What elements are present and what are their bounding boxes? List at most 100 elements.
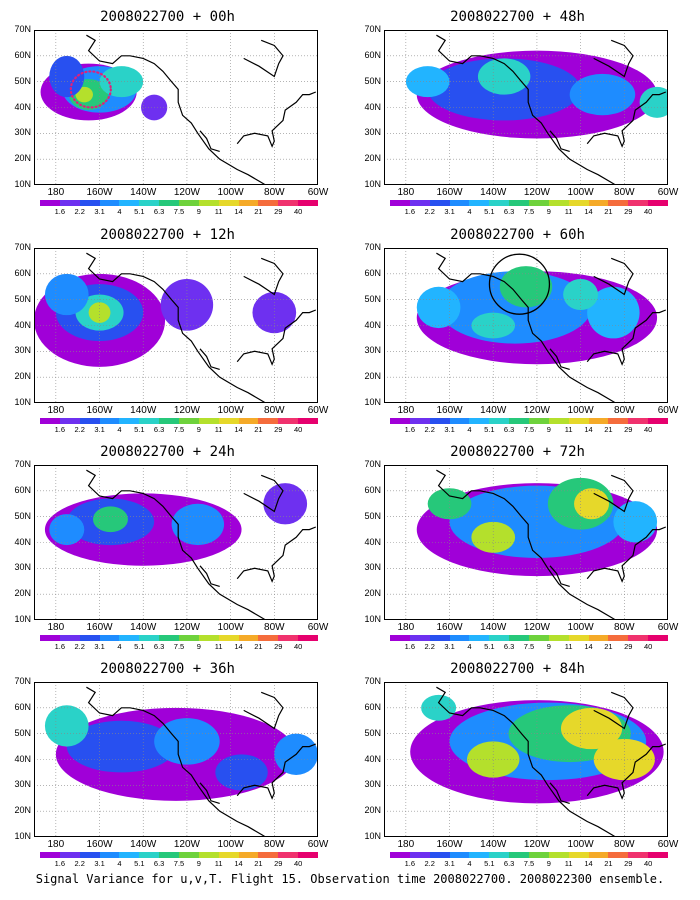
colorbar-swatch: [509, 200, 530, 206]
colorbar-swatch: [258, 635, 279, 641]
variance-contour-region: [49, 55, 85, 98]
lon-tick-label: 180: [397, 405, 415, 416]
lon-tick-label: 140W: [480, 187, 507, 198]
colorbar-label: 21: [604, 642, 613, 651]
forecast-panel-24h: 2008022700 + 24h 10N 20N 30N 40N 50N 60N 70N 180…: [0, 443, 335, 658]
colorbar-swatch: [119, 852, 140, 858]
variance-map: [384, 30, 668, 185]
colorbar-label: 11: [214, 425, 223, 434]
colorbar-swatch: [218, 418, 239, 424]
colorbar-swatch: [40, 200, 60, 206]
colorbar-label: 5.1: [484, 207, 495, 216]
colorbar-swatch: [390, 635, 410, 641]
lon-tick-label: 160W: [436, 839, 463, 850]
colorbar: [390, 635, 669, 641]
colorbar-swatch: [608, 852, 629, 858]
colorbar: [40, 418, 319, 424]
colorbar-label: 9: [196, 425, 201, 434]
colorbar-swatch: [198, 635, 219, 641]
colorbar-swatch: [159, 200, 180, 206]
panel-title: 2008022700 + 48h: [450, 9, 585, 25]
lat-tick-label: 50N: [364, 75, 381, 86]
colorbar-swatch: [449, 852, 470, 858]
colorbar-label: 5.1: [134, 425, 145, 434]
lon-tick-label: 160W: [436, 622, 463, 633]
colorbar-swatch: [568, 200, 589, 206]
colorbar-label: 6.3: [503, 642, 515, 651]
lat-tick-label: 60N: [14, 701, 31, 712]
colorbar-swatch: [648, 200, 669, 206]
colorbar-label: 21: [254, 642, 263, 651]
map-frame: [384, 248, 668, 403]
lat-tick-label: 20N: [364, 371, 381, 382]
lat-tick-label: 70N: [14, 459, 31, 469]
lat-tick-label: 10N: [14, 397, 31, 407]
colorbar-label: 3.1: [444, 425, 455, 434]
target-circle: [488, 253, 551, 315]
coastline: [593, 39, 634, 78]
colorbar-label: 9: [546, 425, 551, 434]
coastline: [199, 565, 220, 587]
colorbar-swatch: [568, 418, 589, 424]
coastline: [236, 743, 317, 800]
colorbar-swatch: [548, 635, 569, 641]
dotted-target-contour: [69, 70, 112, 109]
colorbar-swatch: [298, 635, 319, 641]
lat-tick-label: 10N: [14, 614, 31, 624]
variance-contour-region: [467, 741, 520, 778]
colorbar-swatch: [628, 418, 649, 424]
colorbar-label: 29: [274, 207, 283, 216]
colorbar-label: 4: [467, 425, 472, 434]
colorbar-swatch: [238, 635, 259, 641]
colorbar-swatch: [608, 635, 629, 641]
colorbar-swatch: [179, 852, 199, 858]
lon-tick-label: 80W: [264, 839, 285, 850]
colorbar-swatch: [449, 635, 470, 641]
lat-tick-label: 70N: [364, 459, 381, 469]
variance-contour-region: [471, 312, 516, 339]
lat-tick-label: 30N: [14, 127, 31, 138]
colorbar-label: 29: [274, 425, 283, 434]
panel-title: 2008022700 + 72h: [450, 444, 585, 460]
colorbar-swatch: [469, 418, 490, 424]
colorbar-swatch: [159, 418, 180, 424]
colorbar-swatch: [469, 852, 490, 858]
colorbar-label: 11: [564, 425, 573, 434]
variance-contour-region: [569, 73, 636, 116]
lon-tick-label: 80W: [614, 839, 635, 850]
variance-contour-region: [416, 286, 461, 329]
lat-tick-label: 40N: [14, 319, 31, 330]
variance-contour-region: [171, 503, 225, 546]
colorbar-label: 21: [254, 859, 263, 868]
colorbar-swatch: [390, 200, 410, 206]
colorbar-swatch: [429, 852, 450, 858]
lon-tick-label: 140W: [130, 622, 157, 633]
colorbar-swatch: [648, 418, 669, 424]
colorbar-label: 4: [117, 207, 122, 216]
colorbar-label: 7.5: [523, 859, 535, 868]
lat-tick-label: 30N: [364, 562, 381, 573]
variance-contour-region: [44, 273, 89, 316]
variance-map: [384, 248, 668, 403]
variance-contour-region: [215, 754, 268, 791]
colorbar-swatch: [298, 852, 319, 858]
forecast-panel-36h: 2008022700 + 36h 10N 20N 30N 40N 50N 60N 70N 180…: [0, 660, 335, 875]
lon-tick-label: 160W: [86, 622, 113, 633]
colorbar-label: 21: [254, 207, 263, 216]
colorbar-swatch: [218, 852, 239, 858]
colorbar-swatch: [79, 200, 100, 206]
lon-tick-label: 100W: [567, 839, 594, 850]
colorbar-swatch: [198, 852, 219, 858]
coastline: [199, 348, 220, 370]
lat-tick-label: 30N: [364, 127, 381, 138]
colorbar-label: 4: [117, 642, 122, 651]
forecast-panel-48h: 2008022700 + 48h 10N 20N 30N 40N 50N 60N 70N 180…: [350, 8, 685, 223]
colorbar: [390, 852, 669, 858]
lon-tick-label: 140W: [480, 839, 507, 850]
colorbar-label: 3.1: [444, 859, 455, 868]
lon-tick-label: 160W: [436, 405, 463, 416]
colorbar-label: 14: [584, 859, 593, 868]
lat-tick-label: 60N: [364, 267, 381, 278]
lon-tick-label: 100W: [217, 187, 244, 198]
lon-tick-label: 160W: [86, 405, 113, 416]
